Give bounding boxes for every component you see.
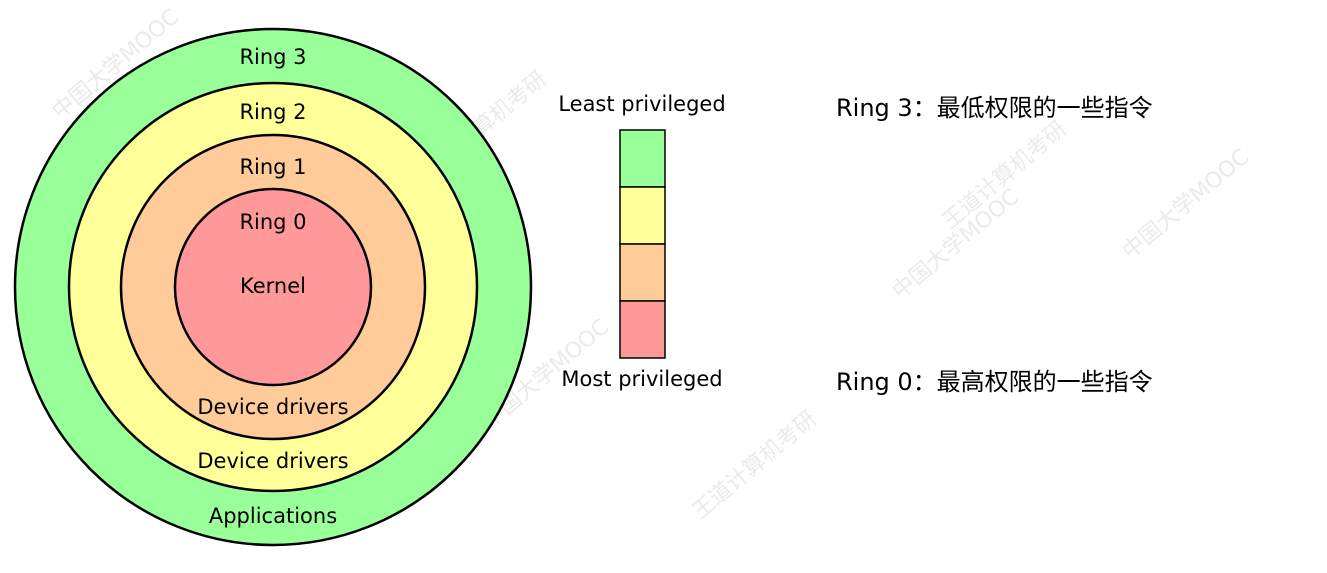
ring-0-label: Ring 0 bbox=[239, 210, 306, 234]
ring-3-label: Ring 3 bbox=[239, 45, 306, 69]
most-privileged-label: Most privileged bbox=[561, 367, 722, 391]
ring-1-content-label: Device drivers bbox=[197, 395, 348, 419]
watermark-text: 中国大学MOOC bbox=[1118, 145, 1254, 265]
least-privileged-label: Least privileged bbox=[558, 92, 725, 116]
legend-swatch-ring-3 bbox=[619, 129, 666, 188]
ring-2-label: Ring 2 bbox=[239, 100, 306, 124]
ring-3-content-label: Applications bbox=[209, 504, 337, 528]
kernel-label: Kernel bbox=[240, 274, 306, 298]
legend-swatch-ring-2 bbox=[619, 186, 666, 245]
rings-group bbox=[13, 27, 533, 547]
privilege-legend: Least privileged Most privileged bbox=[558, 92, 725, 391]
legend-swatch-ring-0 bbox=[619, 300, 666, 359]
ring-3-note: Ring 3：最低权限的一些指令 bbox=[836, 94, 1153, 122]
watermark-text: 王道计算机考研 bbox=[688, 406, 822, 524]
legend-swatch-ring-1 bbox=[619, 243, 666, 302]
ring-0-circle bbox=[173, 187, 373, 387]
ring-2-content-label: Device drivers bbox=[197, 449, 348, 473]
ring-1-label: Ring 1 bbox=[239, 155, 306, 179]
ring-0-note: Ring 0：最高权限的一些指令 bbox=[836, 368, 1153, 396]
